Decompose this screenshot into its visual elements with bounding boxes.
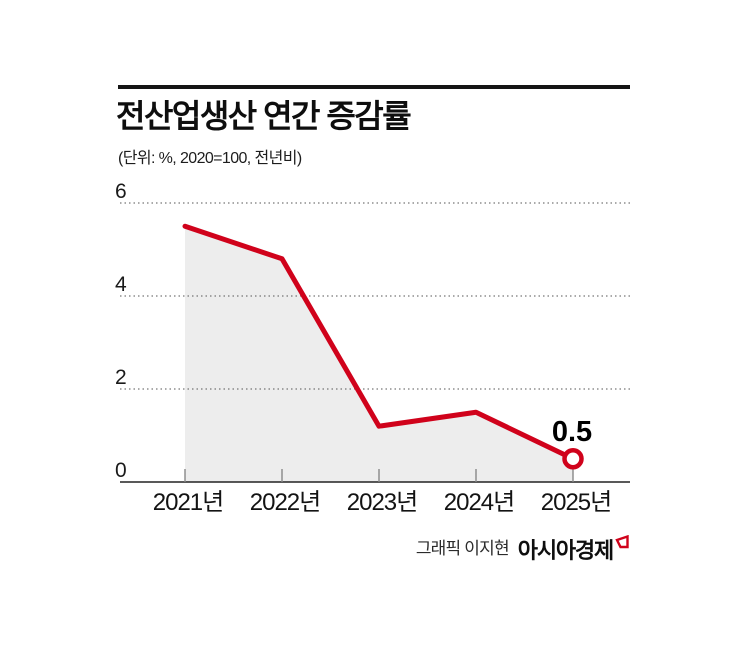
- data-line: [182, 223, 576, 462]
- x-axis-label: 2022년: [250, 489, 320, 516]
- area-fill: [185, 226, 573, 482]
- x-axis-label: 2021년: [153, 489, 223, 516]
- brand-logo-icon: [615, 535, 629, 549]
- last-point-value-label: 0.5: [552, 416, 592, 448]
- y-axis-label: 6: [115, 183, 127, 203]
- last-point-marker: [562, 448, 584, 470]
- line-chart: 0 2 4 6 2021년 2022년 2023년 2024년 2025년 0.5: [115, 183, 630, 516]
- y-axis-label: 2: [115, 366, 127, 389]
- page-title: 전산업생산 연간 증감률: [116, 98, 412, 134]
- y-axis-label: 4: [115, 273, 127, 296]
- x-axis-label: 2025년: [541, 489, 611, 516]
- x-axis-label: 2024년: [444, 489, 514, 516]
- brand-logo: 아시아경제: [517, 538, 614, 563]
- credit-text: 그래픽 이지현: [415, 539, 510, 558]
- credit-line: 그래픽 이지현 아시아경제: [416, 534, 630, 562]
- header-rule: [118, 85, 630, 89]
- x-axis-label: 2023년: [347, 489, 417, 516]
- y-axis-label: 0: [115, 459, 127, 482]
- chart-unit-note: (단위: %, 2020=100, 전년비): [118, 150, 302, 167]
